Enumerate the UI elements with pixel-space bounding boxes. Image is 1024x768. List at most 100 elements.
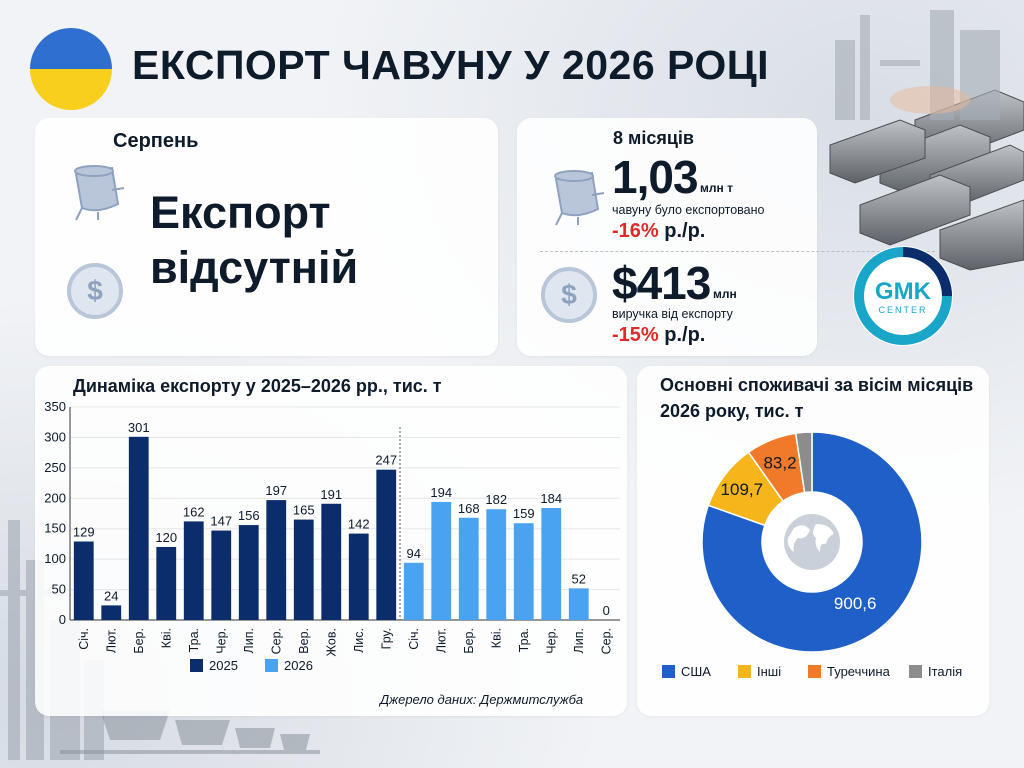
bar-value-label: 120 xyxy=(155,530,177,545)
x-tick-label: Сер. xyxy=(599,628,613,654)
legend-swatch-italy xyxy=(909,665,922,678)
bar-2025-7 xyxy=(266,500,287,620)
legend-turkey: Туреччина xyxy=(808,664,890,679)
bar-chart-title: Динаміка експорту у 2025–2026 рр., тис. … xyxy=(73,376,442,396)
bar-value-label: 156 xyxy=(238,508,260,523)
bar-value-label: 168 xyxy=(458,501,480,516)
donut-value-label: 109,7 xyxy=(721,480,764,499)
page-title: ЕКСПОРТ ЧАВУНУ У 2026 РОЦІ xyxy=(132,42,770,88)
export-revenue-value: $413 xyxy=(612,257,711,309)
bar-value-label: 162 xyxy=(183,504,205,519)
pig-iron-ingots-image xyxy=(829,89,1024,271)
x-tick-label: Кві. xyxy=(159,628,173,648)
legend-swatch-usa xyxy=(662,665,675,678)
x-tick-label: Бер. xyxy=(132,628,146,654)
bar-2026-0 xyxy=(403,562,424,620)
august-card xyxy=(35,118,498,356)
gmk-center-logo: GMK CENTER xyxy=(853,246,953,346)
august-export-status: Експорт відсутній xyxy=(150,187,359,293)
export-revenue-change: -15% р./р. xyxy=(612,324,706,346)
blast-furnace-image xyxy=(835,10,1000,120)
bar-value-label: 191 xyxy=(320,487,342,502)
ladle-icon xyxy=(554,170,605,226)
bar-2025-2 xyxy=(128,436,149,620)
donut-value-label: 900,6 xyxy=(834,594,877,613)
bar-value-label: 94 xyxy=(407,546,421,561)
bar-2026-1 xyxy=(431,501,452,620)
bar-value-label: 142 xyxy=(348,517,370,532)
x-tick-label: Вер. xyxy=(297,628,311,654)
bar-value-label: 197 xyxy=(265,483,287,498)
bar-value-label: 159 xyxy=(513,506,535,521)
bar-value-label: 24 xyxy=(104,588,118,603)
dollar-coin-icon: $ xyxy=(67,263,123,319)
y-tick-label: 250 xyxy=(44,460,66,475)
bar-value-label: 247 xyxy=(375,453,397,468)
x-tick-label: Чер. xyxy=(214,628,228,654)
x-tick-label: Лют. xyxy=(434,628,448,653)
x-tick-label: Гру. xyxy=(379,628,393,649)
legend-other: Інші xyxy=(738,664,781,679)
x-tick-label: Лип. xyxy=(242,628,256,653)
bar-2025-11 xyxy=(376,469,397,620)
x-tick-label: Жов. xyxy=(324,628,338,656)
export-volume-caption: чавуну було експортовано xyxy=(612,203,765,217)
bar-value-label: 184 xyxy=(540,491,562,506)
bar-value-label: 0 xyxy=(603,603,610,618)
x-tick-label: Лют. xyxy=(104,628,118,653)
x-tick-label: Сер. xyxy=(269,628,283,654)
bar-2025-9 xyxy=(321,503,342,620)
x-tick-label: Лип. xyxy=(572,628,586,653)
globe-icon xyxy=(766,496,858,588)
legend-swatch-2025 xyxy=(190,659,203,672)
export-volume-value: 1,03 xyxy=(612,151,699,203)
bar-value-label: 129 xyxy=(73,524,95,539)
donut-chart-title: Основні споживачі за вісім місяців 2026 … xyxy=(660,375,974,421)
y-tick-label: 300 xyxy=(44,429,66,444)
logo-text-gmk: GMK xyxy=(875,278,932,305)
svg-text:$: $ xyxy=(561,279,577,310)
bar-value-label: 182 xyxy=(485,492,507,507)
dollar-coin-icon: $ xyxy=(541,267,597,323)
rail-carts-image xyxy=(60,710,320,754)
data-source: Джерело даних: Держмитслужба xyxy=(380,692,584,707)
donut-slice-3 xyxy=(794,431,813,494)
bar-2025-3 xyxy=(156,546,177,620)
export-revenue-unit: млн xyxy=(713,287,737,301)
y-tick-label: 100 xyxy=(44,551,66,566)
legend-usa: США xyxy=(662,664,711,679)
x-tick-label: Січ. xyxy=(77,628,91,650)
x-tick-label: Чер. xyxy=(544,628,558,654)
x-tick-label: Лис. xyxy=(352,628,366,653)
legend-2026: 2026 xyxy=(265,658,313,673)
legend-italy: Італія xyxy=(909,664,962,679)
x-tick-label: Тра. xyxy=(517,628,531,652)
bar-2026-2 xyxy=(458,517,479,620)
donut-value-label: 83,2 xyxy=(763,453,796,472)
y-tick-label: 150 xyxy=(44,521,66,536)
y-tick-label: 0 xyxy=(59,612,66,627)
legend-swatch-2026 xyxy=(265,659,278,672)
legend-swatch-other xyxy=(738,665,751,678)
bar-2025-4 xyxy=(183,521,204,620)
bar-value-label: 52 xyxy=(572,571,586,586)
bar-2026-3 xyxy=(486,509,507,620)
x-tick-label: Січ. xyxy=(407,628,421,650)
x-tick-label: Бер. xyxy=(462,628,476,654)
bar-2025-0 xyxy=(73,541,94,620)
bar-value-label: 165 xyxy=(293,503,315,518)
bar-2026-6 xyxy=(568,588,589,620)
y-tick-label: 350 xyxy=(44,399,66,414)
x-tick-label: Кві. xyxy=(489,628,503,648)
bar-value-label: 194 xyxy=(430,485,452,500)
bar-2026-4 xyxy=(513,523,534,620)
august-period-label: Серпень xyxy=(113,130,199,152)
eight-months-period-label: 8 місяців xyxy=(613,128,694,148)
ladle-icon xyxy=(74,165,125,221)
bar-value-label: 301 xyxy=(128,420,150,435)
bar-2025-8 xyxy=(293,519,314,620)
y-tick-label: 50 xyxy=(52,582,66,597)
x-tick-label: Тра. xyxy=(187,628,201,652)
donut-slice-0 xyxy=(701,431,923,653)
